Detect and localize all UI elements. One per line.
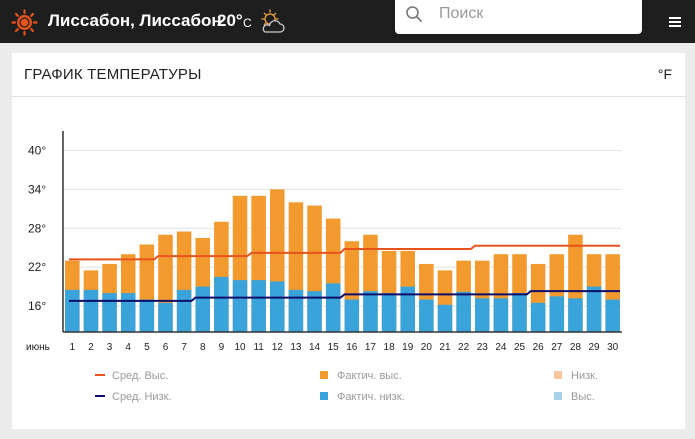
x-tick-label: 14	[309, 342, 321, 353]
low-temp-bar[interactable]	[549, 296, 565, 332]
x-tick-label: 15	[328, 342, 340, 353]
x-tick-label: 9	[219, 342, 225, 353]
y-tick-label: 34°	[28, 182, 46, 196]
legend-label[interactable]: Выс.	[571, 391, 595, 403]
x-tick-label: 12	[272, 342, 284, 353]
x-tick-label: 25	[514, 342, 526, 353]
x-tick-label: 21	[439, 342, 451, 353]
y-tick-label: 28°	[28, 221, 46, 235]
low-temp-bar[interactable]	[120, 293, 136, 332]
low-temp-bar[interactable]	[400, 286, 415, 332]
low-temp-bar[interactable]	[288, 289, 304, 332]
card-divider	[12, 96, 685, 97]
search-input[interactable]	[437, 2, 636, 26]
x-tick-label: 13	[290, 342, 302, 353]
low-temp-bar[interactable]	[474, 298, 490, 332]
y-tick-label: 22°	[28, 260, 46, 274]
x-tick-label: 1	[70, 342, 76, 353]
y-tick-label: 40°	[28, 143, 46, 157]
current-temperature: 20°	[217, 11, 243, 30]
low-temp-bar[interactable]	[158, 302, 173, 332]
search-icon[interactable]	[405, 5, 423, 23]
legend-label[interactable]: Сред. Низк.	[112, 391, 171, 403]
low-temp-bar[interactable]	[605, 299, 620, 332]
x-tick-label: 16	[346, 342, 358, 353]
low-temp-bar[interactable]	[214, 276, 229, 332]
low-temp-bar[interactable]	[493, 298, 509, 332]
low-temp-bar[interactable]	[363, 291, 378, 332]
x-tick-label: 17	[365, 342, 377, 353]
x-tick-label: 24	[495, 342, 507, 353]
chart-card-title: ГРАФИК ТЕМПЕРАТУРЫ	[24, 66, 202, 83]
low-temp-bar[interactable]	[195, 286, 211, 332]
top-bar: Лиссабон, Лиссабон 20° C	[0, 0, 695, 43]
x-tick-label: 22	[458, 342, 470, 353]
x-tick-label: 7	[181, 342, 187, 353]
low-temp-bar[interactable]	[65, 289, 80, 332]
x-tick-label: 4	[125, 342, 131, 353]
low-temp-bar[interactable]	[586, 286, 602, 332]
x-tick-label: 20	[421, 342, 433, 353]
x-tick-label: 29	[588, 342, 600, 353]
location-title[interactable]: Лиссабон, Лиссабон	[48, 11, 222, 30]
x-tick-label: 2	[88, 342, 94, 353]
partly-cloudy-icon	[261, 9, 285, 33]
low-temp-bar[interactable]	[344, 299, 360, 332]
avg-high-line	[69, 244, 620, 261]
x-tick-label: 3	[107, 342, 113, 353]
legend-label[interactable]: Низк.	[571, 370, 598, 382]
unit-toggle-button[interactable]: °F	[657, 66, 672, 82]
sun-logo-icon[interactable]	[11, 9, 38, 36]
x-tick-label: 18	[384, 342, 396, 353]
low-temp-bar[interactable]	[530, 302, 546, 332]
search-box[interactable]	[395, 0, 642, 34]
low-temp-bar[interactable]	[512, 293, 527, 332]
month-label: июнь	[26, 342, 50, 353]
low-temp-bar[interactable]	[381, 293, 397, 332]
low-temp-bar[interactable]	[456, 291, 471, 332]
low-temp-bar[interactable]	[232, 280, 248, 332]
x-tick-label: 5	[144, 342, 150, 353]
low-temp-bar[interactable]	[307, 291, 322, 332]
y-tick-label: 16°	[28, 299, 46, 313]
low-temp-bar[interactable]	[568, 298, 583, 332]
x-tick-label: 23	[477, 342, 489, 353]
x-tick-label: 10	[234, 342, 246, 353]
x-tick-label: 8	[200, 342, 206, 353]
low-temp-bar[interactable]	[270, 281, 285, 332]
x-tick-label: 28	[570, 342, 582, 353]
low-temp-bar[interactable]	[251, 280, 266, 332]
low-temp-bar[interactable]	[325, 283, 341, 332]
legend-swatch	[320, 392, 328, 400]
low-temp-bar[interactable]	[176, 289, 192, 332]
legend-swatch	[554, 392, 562, 400]
low-temp-bar[interactable]	[102, 293, 117, 332]
x-tick-label: 19	[402, 342, 414, 353]
low-temp-bar[interactable]	[83, 289, 99, 332]
low-temp-bar[interactable]	[139, 299, 155, 332]
x-tick-label: 6	[163, 342, 169, 353]
x-tick-label: 11	[253, 342, 264, 353]
temperature-unit: C	[243, 16, 252, 30]
legend-swatch	[320, 371, 328, 379]
x-tick-label: 26	[533, 342, 545, 353]
temperature-chart: 40°34°28°22°16°июнь 1 2 3 4 5 6 7 8 9 10 11 12 13 14 15…	[26, 131, 622, 403]
avg-low-line	[69, 290, 620, 302]
temperature-chart-card: ГРАФИК ТЕМПЕРАТУРЫ °F 40° 34° 28° 22° 16° июн…	[12, 53, 685, 429]
legend-label[interactable]: Сред. Выс.	[112, 370, 168, 382]
legend-label[interactable]: Фактич. выс.	[337, 370, 402, 382]
low-temp-bar[interactable]	[419, 299, 434, 332]
x-tick-label: 30	[607, 342, 619, 353]
legend-swatch	[554, 371, 562, 379]
legend-label[interactable]: Фактич. низк.	[337, 391, 405, 403]
low-temp-bar[interactable]	[437, 304, 453, 332]
hamburger-menu-icon[interactable]	[669, 17, 681, 27]
x-tick-label: 27	[551, 342, 563, 353]
